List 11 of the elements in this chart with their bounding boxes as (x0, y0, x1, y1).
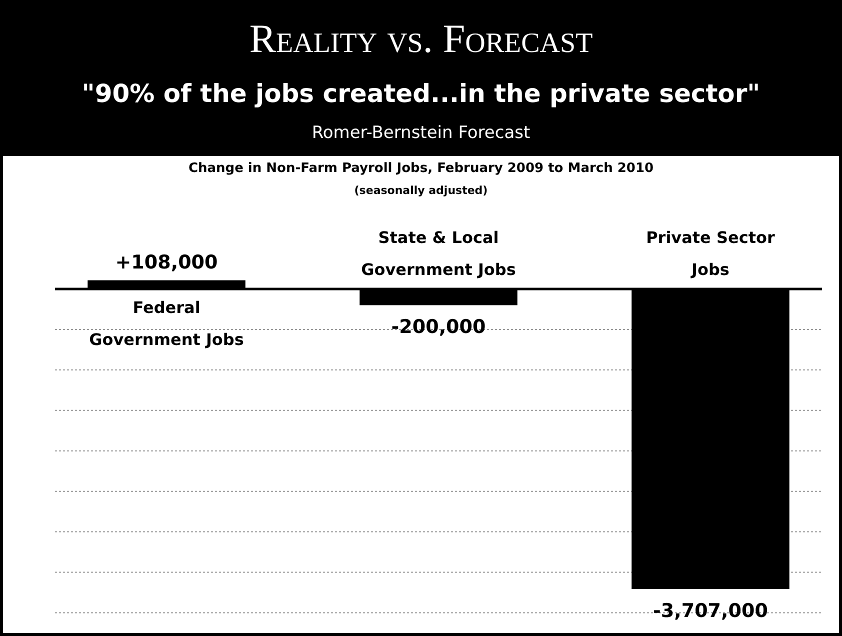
x-tick-label: Private Sector Jobs (646, 228, 775, 279)
text: (seasonally adjusted) (354, 184, 488, 197)
data-label: -3,707,000 (653, 600, 768, 622)
text: Romer-Bernstein Forecast (312, 123, 530, 143)
x-tick-label: Federal Government Jobs (89, 298, 244, 349)
x-tick-label: State & Local Government Jobs (361, 228, 516, 279)
text: Change in Non-Farm Payroll Jobs, February 2009 to March 2010 (188, 161, 654, 176)
chart-subtitle: "90% of the jobs created...in the private sector" (82, 79, 760, 108)
chart-title: Reality vs. Forecast (249, 16, 593, 61)
data-label: -200,000 (391, 316, 486, 338)
data-label: +108,000 (115, 251, 218, 274)
